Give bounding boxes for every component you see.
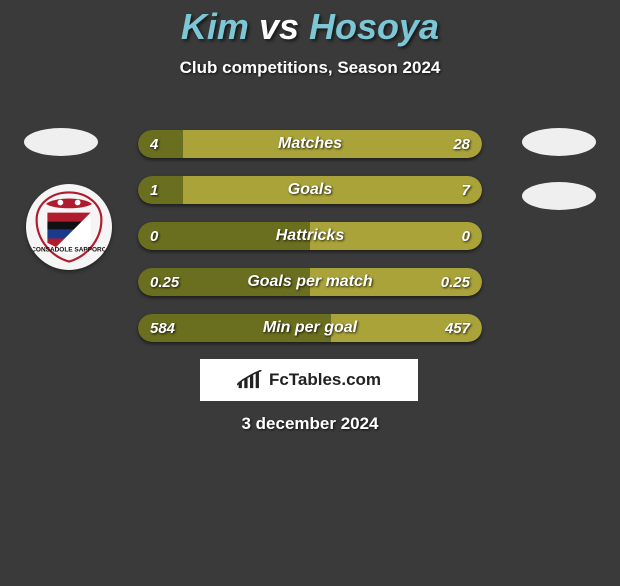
footer-date: 3 december 2024 <box>0 414 620 434</box>
stat-row: Min per goal584457 <box>138 314 482 342</box>
comparison-card: Kim vs Hosoya Club competitions, Season … <box>0 6 620 586</box>
svg-text:CONSADOLE SAPPORO: CONSADOLE SAPPORO <box>33 246 105 253</box>
stat-bar-left <box>138 222 310 250</box>
stat-bar-left <box>138 176 183 204</box>
player1-name: Kim <box>181 6 249 47</box>
stat-bar-right <box>183 176 482 204</box>
stat-bar-right <box>183 130 482 158</box>
brand-text: FcTables.com <box>269 370 381 390</box>
player2-club-placeholder <box>522 182 596 210</box>
player2-avatar-placeholder <box>522 128 596 156</box>
player2-name: Hosoya <box>309 6 439 47</box>
page-title: Kim vs Hosoya <box>0 6 620 48</box>
club-badge-svg: CONSADOLE SAPPORO <box>33 191 105 263</box>
player1-club-badge: CONSADOLE SAPPORO <box>26 184 112 270</box>
brand-box: FcTables.com <box>200 359 418 401</box>
stat-row: Goals per match0.250.25 <box>138 268 482 296</box>
stat-bar-right <box>310 222 482 250</box>
stat-row: Hattricks00 <box>138 222 482 250</box>
vs-label: vs <box>259 6 299 47</box>
stat-bar-left <box>138 130 183 158</box>
stat-row: Goals17 <box>138 176 482 204</box>
stat-bar-right <box>310 268 482 296</box>
stat-bar-right <box>331 314 482 342</box>
stat-bars: Matches428 Goals17 Hattricks00 Goals per ma… <box>138 130 482 360</box>
stat-bar-left <box>138 314 331 342</box>
player1-avatar-placeholder <box>24 128 98 156</box>
chart-icon <box>237 370 263 390</box>
stat-bar-left <box>138 268 310 296</box>
stat-row: Matches428 <box>138 130 482 158</box>
subtitle: Club competitions, Season 2024 <box>0 58 620 78</box>
